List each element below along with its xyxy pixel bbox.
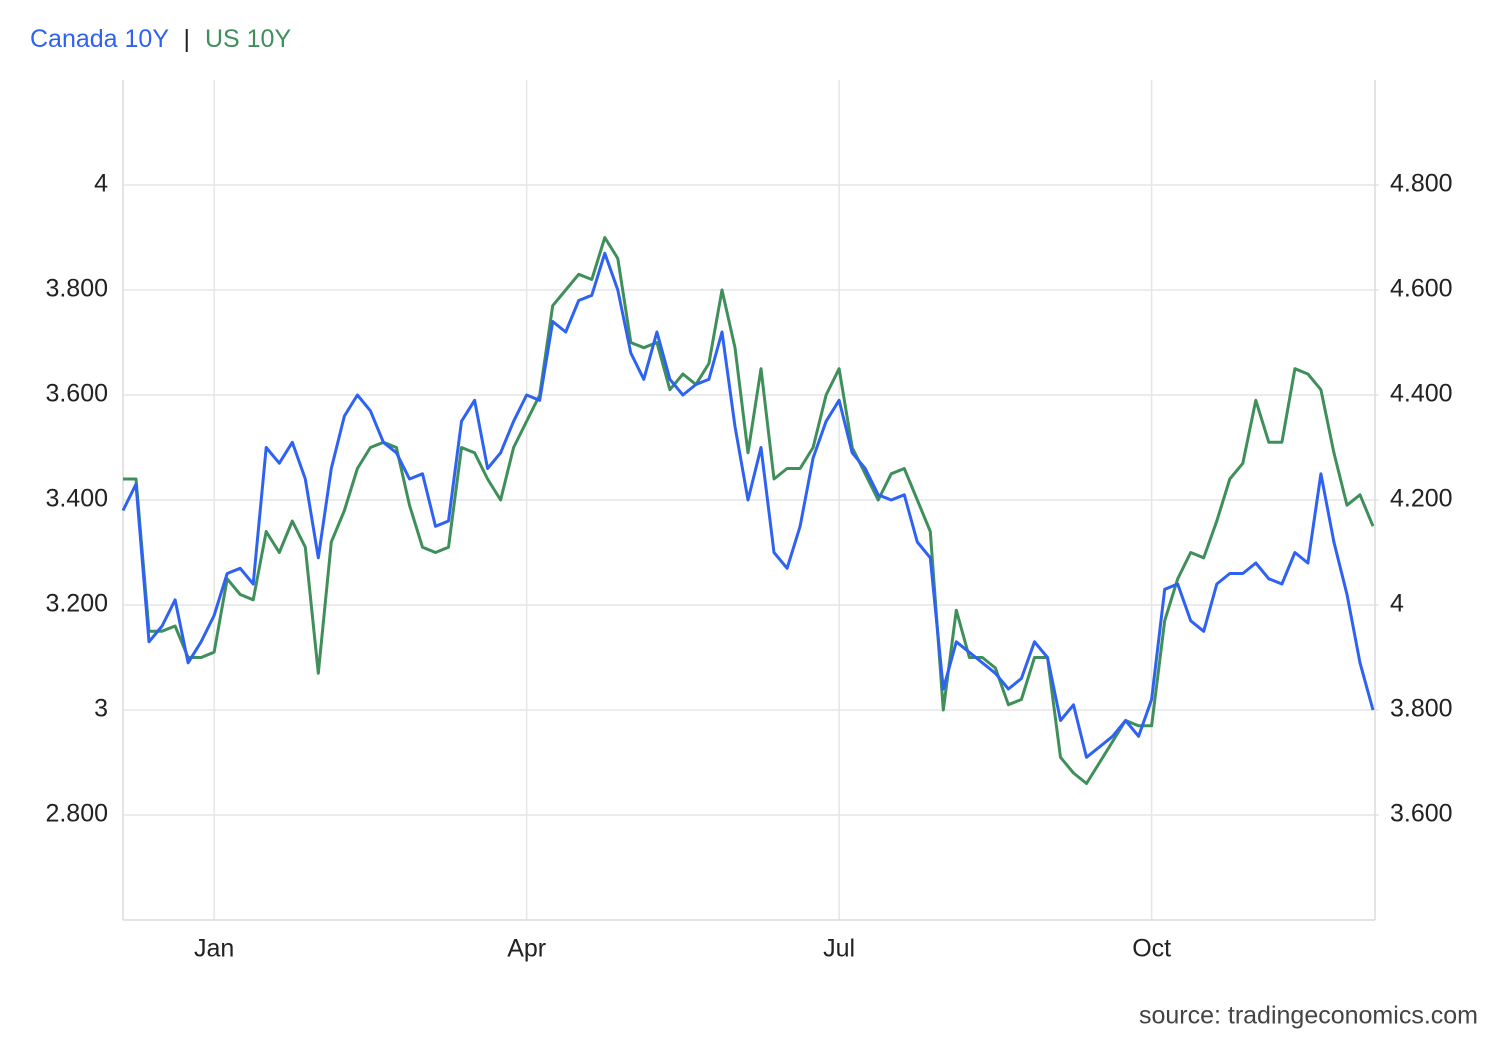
legend-entry: US 10Y [205,25,291,53]
y-tick-label: 3.200 [45,590,108,618]
y2-tick-label: 4.200 [1390,485,1453,513]
line-series [121,251,1375,759]
y2-tick-label: 3.800 [1390,695,1453,723]
line-series [123,236,1375,785]
y-tick-label: 3 [94,695,108,723]
legend-separator: | [184,25,191,53]
legend-entry: Canada 10Y [30,25,169,53]
source-note: source: tradingeconomics.com [1139,1002,1478,1030]
x-tick-label: Jan [194,935,234,963]
y2-tick-label: 4.800 [1390,170,1453,198]
y-tick-label: 3.600 [45,380,108,408]
y-tick-label: 2.800 [45,800,108,828]
legend: Canada 10Y | US 10Y [30,25,291,53]
x-tick-label: Apr [507,935,546,963]
x-tick-label: Jul [823,935,855,963]
y2-tick-label: 4 [1390,590,1404,618]
y-tick-label: 3.800 [45,275,108,303]
y-tick-label: 3.400 [45,485,108,513]
y-tick-label: 4 [94,170,108,198]
y2-tick-label: 4.400 [1390,380,1453,408]
y2-tick-label: 4.600 [1390,275,1453,303]
x-tick-label: Oct [1132,935,1171,963]
y2-tick-label: 3.600 [1390,800,1453,828]
